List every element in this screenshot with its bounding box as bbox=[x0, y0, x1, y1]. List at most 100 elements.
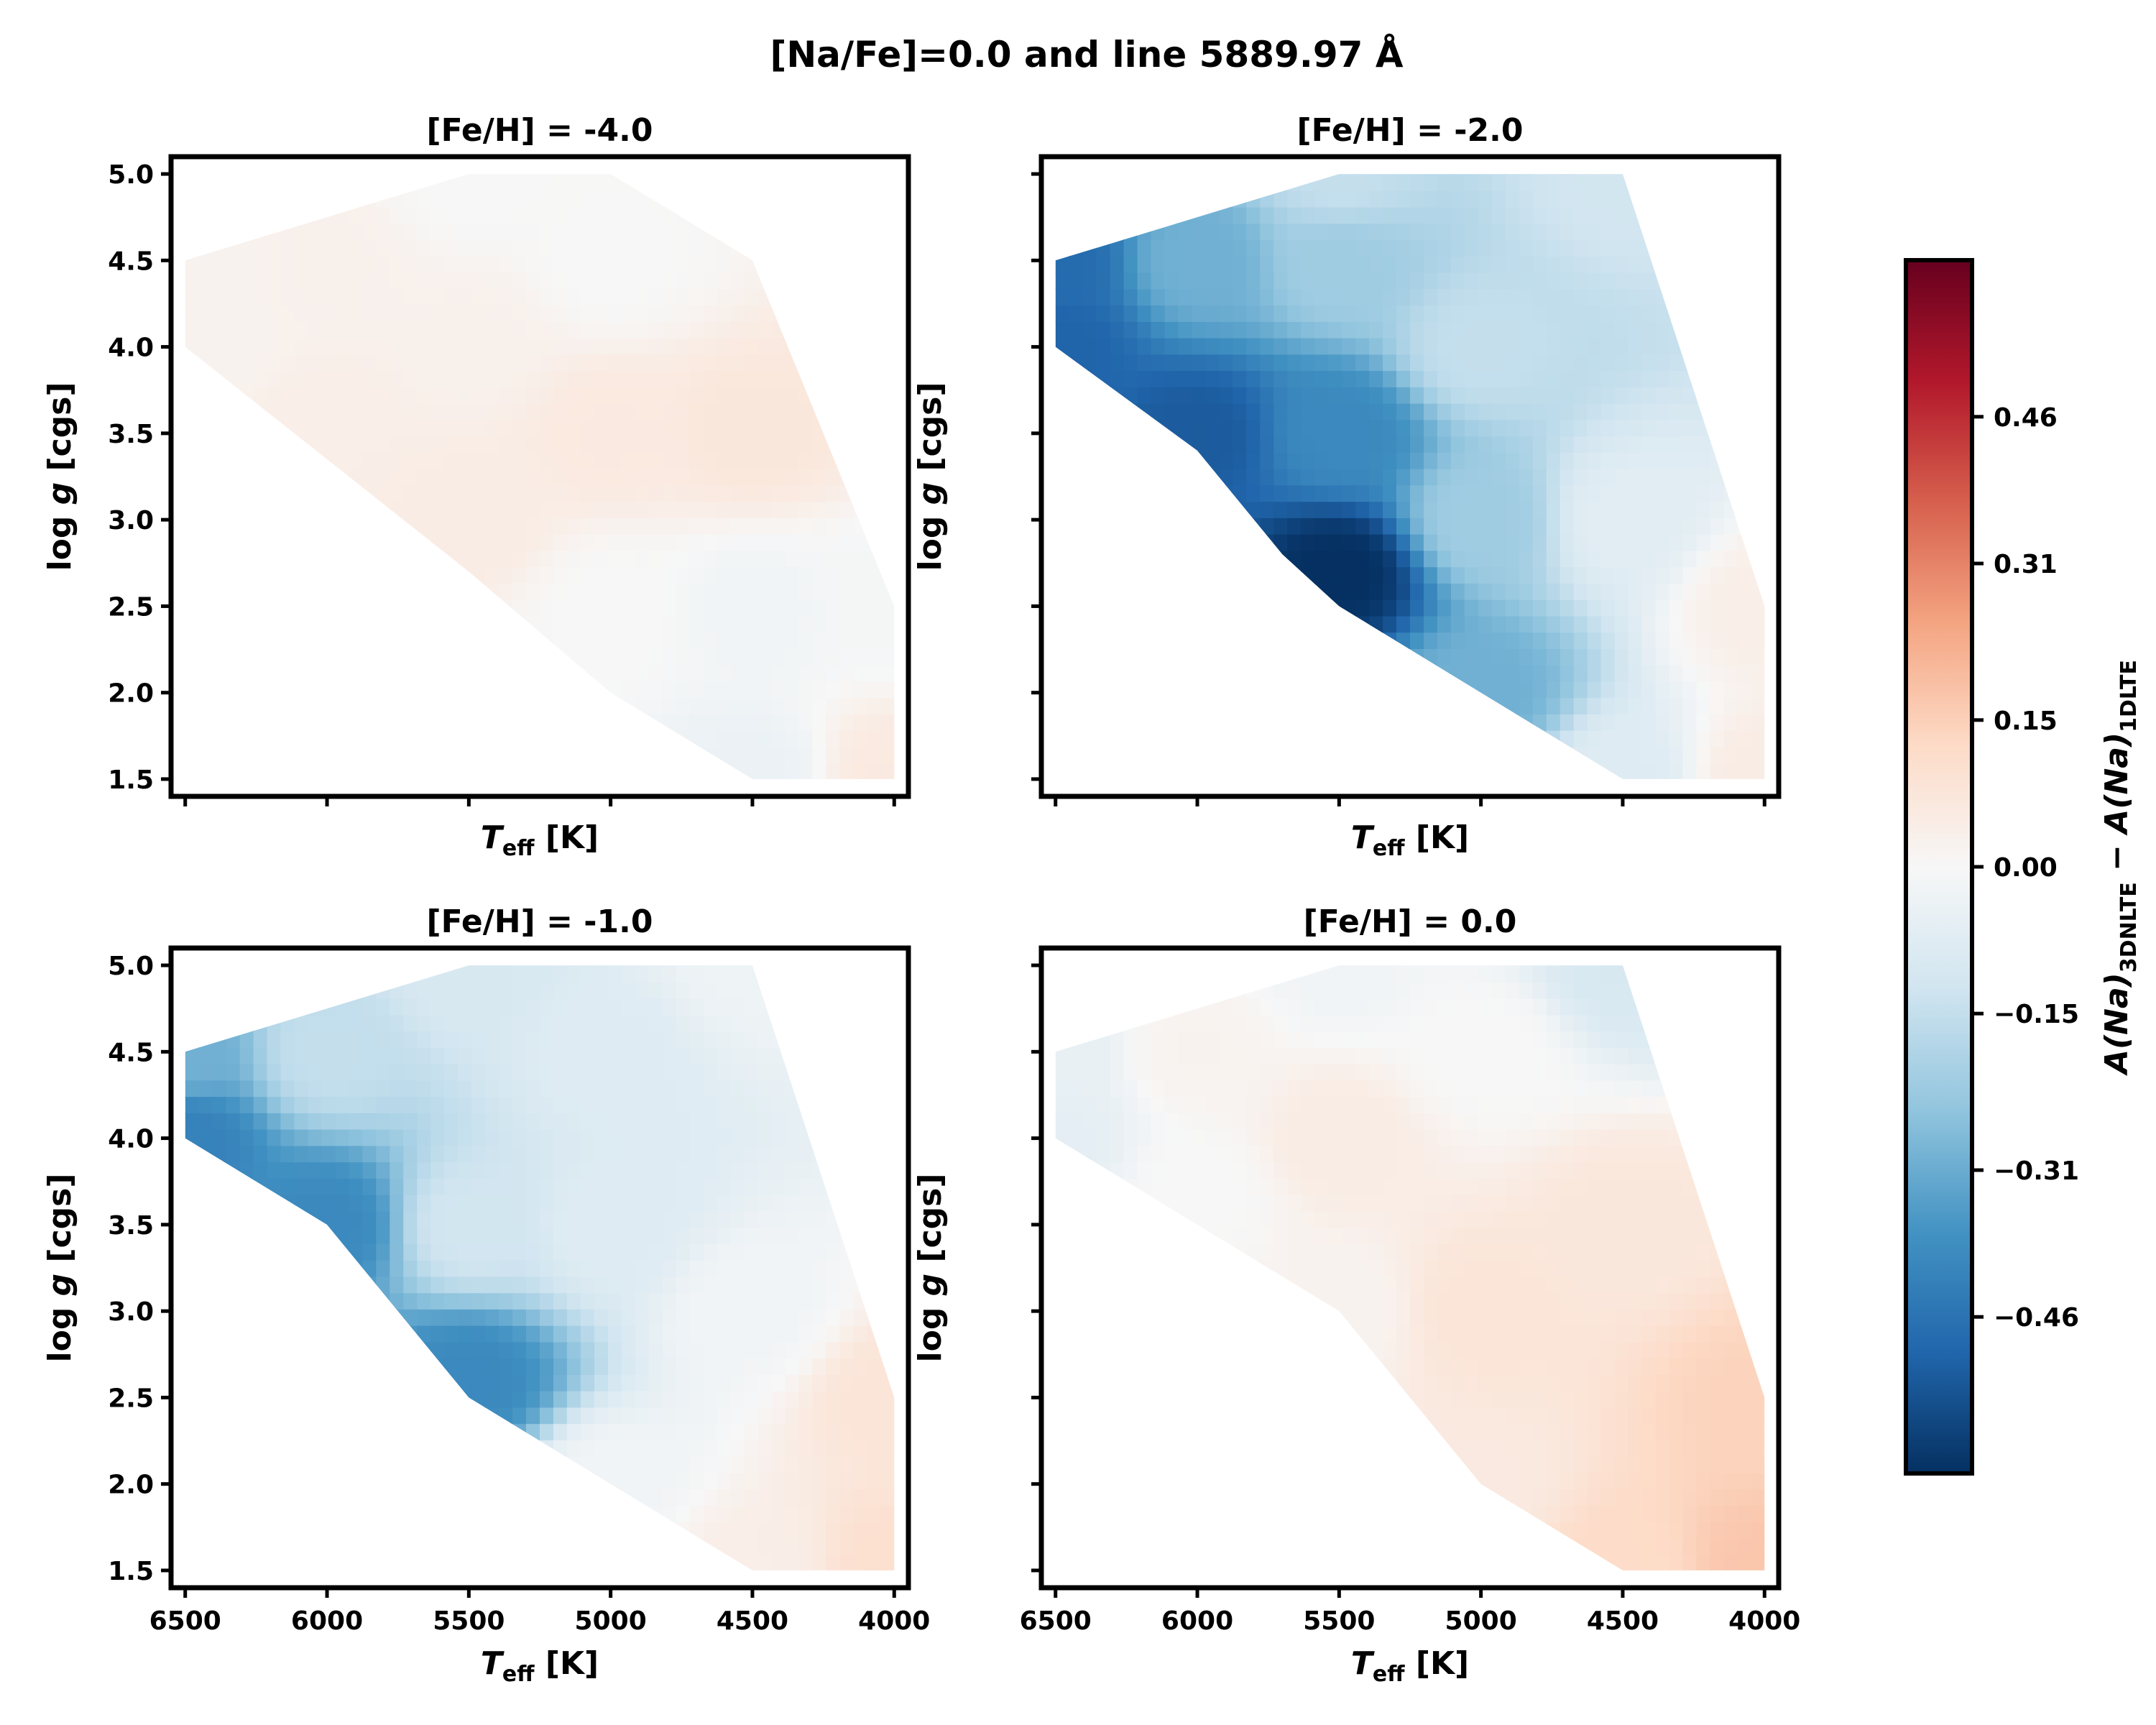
heatmap-cell bbox=[1314, 337, 1330, 355]
heatmap-cell bbox=[1055, 436, 1070, 453]
heatmap-cell bbox=[1410, 763, 1424, 779]
heatmap-cell bbox=[376, 582, 391, 600]
heatmap-cell bbox=[1532, 190, 1547, 208]
heatmap-cell bbox=[1273, 697, 1289, 714]
heatmap-cell bbox=[253, 1014, 268, 1032]
heatmap-cell bbox=[1628, 354, 1643, 372]
heatmap-cell bbox=[867, 321, 882, 339]
heatmap-cell bbox=[1301, 354, 1316, 372]
heatmap-cell bbox=[198, 1096, 213, 1113]
heatmap-cell bbox=[185, 1489, 200, 1506]
heatmap-cell bbox=[621, 255, 636, 273]
heatmap-cell bbox=[812, 288, 827, 306]
heatmap-cell bbox=[471, 484, 487, 502]
heatmap-cell bbox=[1369, 451, 1384, 469]
heatmap-cell bbox=[1219, 632, 1234, 649]
heatmap-cell bbox=[771, 190, 786, 208]
heatmap-cell bbox=[226, 533, 241, 551]
heatmap-cell bbox=[1110, 239, 1125, 257]
heatmap-cell bbox=[689, 681, 704, 699]
heatmap-cell bbox=[390, 337, 405, 355]
heatmap-cell bbox=[1641, 746, 1657, 764]
heatmap-cell bbox=[1737, 763, 1752, 779]
heatmap-cell bbox=[1369, 763, 1384, 779]
heatmap-cell bbox=[512, 713, 528, 731]
heatmap-cell bbox=[1669, 402, 1684, 420]
heatmap-cell bbox=[444, 582, 459, 600]
heatmap-cell bbox=[321, 1046, 336, 1064]
heatmap-cell bbox=[1450, 582, 1465, 600]
heatmap-cell bbox=[226, 305, 241, 322]
heatmap-cell bbox=[1696, 451, 1711, 469]
heatmap-cell bbox=[1192, 468, 1207, 486]
heatmap-cell bbox=[1710, 599, 1725, 617]
heatmap-cell bbox=[253, 1112, 268, 1130]
heatmap-cell bbox=[1137, 370, 1152, 387]
heatmap-cell bbox=[294, 1554, 309, 1570]
heatmap-cell bbox=[566, 1504, 581, 1522]
heatmap-cell bbox=[676, 354, 691, 372]
heatmap-cell bbox=[226, 1128, 241, 1146]
heatmap-cell bbox=[1410, 305, 1424, 322]
heatmap-cell bbox=[1424, 681, 1438, 699]
heatmap-cell bbox=[1164, 272, 1179, 290]
heatmap-cell bbox=[1751, 288, 1765, 306]
heatmap-cell bbox=[1396, 746, 1411, 764]
heatmap-cell bbox=[1164, 533, 1179, 551]
heatmap-cell bbox=[867, 354, 882, 372]
heatmap-cell bbox=[635, 386, 650, 404]
heatmap-cell bbox=[635, 582, 650, 600]
heatmap-cell bbox=[1287, 599, 1302, 617]
heatmap-cell bbox=[1301, 517, 1316, 535]
heatmap-cell bbox=[1219, 354, 1234, 372]
heatmap-cell bbox=[267, 370, 282, 387]
heatmap-cell bbox=[1587, 272, 1602, 290]
heatmap-cell bbox=[867, 648, 882, 666]
heatmap-cell bbox=[1505, 632, 1520, 649]
heatmap-cell bbox=[485, 255, 500, 273]
heatmap-cell bbox=[1151, 239, 1166, 257]
heatmap-cell bbox=[757, 664, 773, 682]
heatmap-cell bbox=[798, 337, 814, 355]
heatmap-cell bbox=[512, 550, 528, 568]
heatmap-cell bbox=[512, 1259, 528, 1277]
heatmap-cell bbox=[1110, 337, 1125, 355]
heatmap-cell bbox=[771, 370, 786, 387]
heatmap-cell bbox=[1669, 566, 1684, 584]
heatmap-cell bbox=[1587, 697, 1602, 714]
heatmap-cell bbox=[212, 468, 227, 486]
heatmap-cell bbox=[826, 550, 841, 568]
heatmap-cell bbox=[376, 305, 391, 322]
heatmap-cell bbox=[594, 305, 609, 322]
heatmap-cell bbox=[1410, 321, 1424, 339]
heatmap-cell bbox=[826, 582, 841, 600]
heatmap-cell bbox=[471, 354, 487, 372]
heatmap-cell bbox=[662, 599, 677, 617]
heatmap-cell bbox=[1383, 730, 1398, 748]
heatmap-cell bbox=[1069, 206, 1084, 224]
heatmap-cell bbox=[403, 255, 418, 273]
heatmap-cell bbox=[771, 288, 786, 306]
heatmap-cell bbox=[785, 206, 800, 224]
heatmap-cell bbox=[1287, 190, 1302, 208]
heatmap-cell bbox=[335, 1210, 350, 1228]
heatmap-cell bbox=[1396, 533, 1411, 551]
heatmap-cell bbox=[403, 681, 418, 699]
heatmap-cell bbox=[185, 599, 200, 617]
heatmap-cell bbox=[376, 1162, 391, 1179]
heatmap-cell bbox=[471, 1554, 487, 1570]
heatmap-cell bbox=[1164, 174, 1179, 191]
heatmap-cell bbox=[267, 582, 282, 600]
heatmap-cell bbox=[403, 1243, 418, 1261]
heatmap-cell bbox=[185, 1080, 200, 1098]
heatmap-cell bbox=[458, 1554, 473, 1570]
heatmap-cell bbox=[335, 1046, 350, 1064]
heatmap-cell bbox=[1164, 370, 1179, 387]
heatmap-cell bbox=[566, 1063, 581, 1081]
heatmap-cell bbox=[580, 223, 595, 241]
heatmap-cell bbox=[1491, 697, 1506, 714]
heatmap-cell bbox=[185, 436, 200, 453]
heatmap-cell bbox=[1655, 468, 1670, 486]
heatmap-cell bbox=[1532, 468, 1547, 486]
heatmap-cell bbox=[335, 1080, 350, 1098]
